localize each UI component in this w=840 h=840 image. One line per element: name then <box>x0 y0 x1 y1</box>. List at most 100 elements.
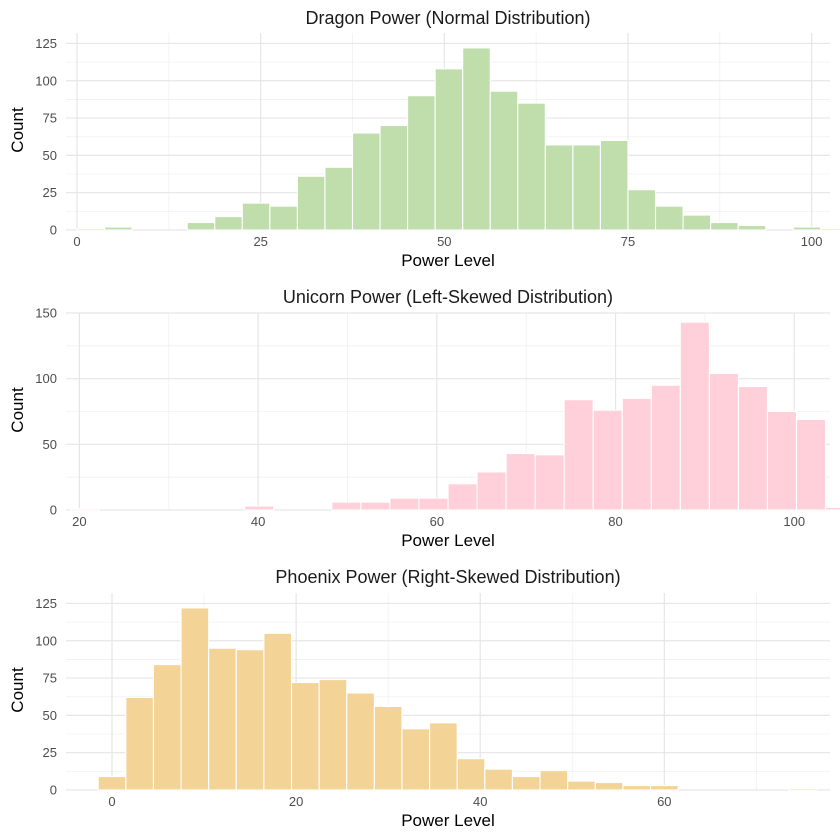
dragon-bar <box>214 216 243 231</box>
unicorn-y-ticks: 0 50 100 150 <box>35 306 57 518</box>
dragon-bar <box>434 68 464 231</box>
y-tick-label: 50 <box>43 708 57 723</box>
phoenix-y-axis-label: Count <box>8 667 27 713</box>
dragon-bar <box>241 202 271 231</box>
y-tick-label: 0 <box>50 783 57 798</box>
phoenix-bar <box>788 787 817 791</box>
phoenix-bar <box>346 692 375 791</box>
x-tick-label: 60 <box>430 514 444 529</box>
unicorn-bar <box>824 506 840 511</box>
y-tick-label: 150 <box>35 306 57 321</box>
unicorn-bar <box>476 471 507 511</box>
y-tick-label: 25 <box>43 745 57 760</box>
x-tick-label: 100 <box>801 234 823 249</box>
dragon-bar <box>76 227 106 231</box>
phoenix-bar <box>373 705 403 791</box>
y-tick-label: 125 <box>35 596 57 611</box>
y-tick-label: 50 <box>43 148 57 163</box>
phoenix-title: Phoenix Power (Right-Skewed Distribution… <box>275 567 620 587</box>
dragon-bars <box>76 47 840 231</box>
dragon-bar <box>599 139 629 231</box>
y-tick-label: 0 <box>50 503 57 518</box>
unicorn-bar <box>505 452 536 511</box>
dragon-bar <box>792 226 822 231</box>
dragon-y-ticks: 0 25 50 75 100 125 <box>35 36 57 238</box>
unicorn-bar <box>621 397 652 511</box>
y-tick-label: 75 <box>43 111 57 126</box>
x-tick-label: 100 <box>783 514 805 529</box>
phoenix-x-ticks: 0 20 40 60 <box>108 794 671 809</box>
unicorn-bar <box>679 321 710 511</box>
unicorn-bar <box>418 497 449 511</box>
dragon-bar <box>572 144 601 231</box>
unicorn-bar <box>766 410 798 511</box>
dragon-bar <box>682 214 712 231</box>
unicorn-x-axis-label: Power Level <box>401 531 495 550</box>
phoenix-bar <box>152 664 182 791</box>
y-tick-label: 100 <box>35 73 57 88</box>
x-tick-label: 75 <box>621 234 635 249</box>
phoenix-bar <box>539 770 569 791</box>
dragon-bar <box>269 205 298 231</box>
unicorn-bar <box>244 505 275 511</box>
phoenix-bar <box>622 784 652 791</box>
unicorn-bar <box>69 508 101 511</box>
dragon-bar <box>324 166 354 231</box>
unicorn-bar <box>737 385 769 511</box>
dragon-bar <box>379 124 409 231</box>
x-tick-label: 60 <box>657 794 671 809</box>
phoenix-panel: Phoenix Power (Right-Skewed Distribution… <box>8 567 830 830</box>
phoenix-bar <box>429 722 458 791</box>
unicorn-x-ticks: 20 40 60 80 100 <box>72 514 805 529</box>
phoenix-bar <box>290 681 320 791</box>
phoenix-bar <box>567 780 596 791</box>
y-tick-label: 125 <box>35 36 57 51</box>
phoenix-bar <box>456 758 486 791</box>
dragon-bar <box>820 227 840 231</box>
unicorn-bar <box>650 384 681 511</box>
unicorn-bar <box>331 501 362 511</box>
unicorn-bar <box>389 497 420 511</box>
phoenix-bar <box>649 784 679 791</box>
x-tick-label: 50 <box>437 234 451 249</box>
unicorn-bars <box>69 321 840 511</box>
dragon-bar <box>296 175 326 231</box>
phoenix-bar <box>97 776 127 791</box>
unicorn-y-axis-label: Count <box>8 387 27 433</box>
unicorn-bar <box>795 418 827 511</box>
y-tick-label: 0 <box>50 223 57 238</box>
dragon-bar <box>544 144 574 231</box>
x-tick-label: 20 <box>289 794 303 809</box>
phoenix-x-axis-label: Power Level <box>401 811 495 830</box>
x-tick-label: 20 <box>72 514 86 529</box>
y-tick-label: 75 <box>43 671 57 686</box>
y-tick-label: 25 <box>43 185 57 200</box>
phoenix-bar <box>263 632 293 791</box>
unicorn-bar <box>534 454 565 511</box>
x-tick-label: 0 <box>73 234 80 249</box>
phoenix-bar <box>318 679 348 791</box>
phoenix-bar <box>511 776 541 791</box>
y-tick-label: 100 <box>35 633 57 648</box>
phoenix-bar <box>594 781 624 791</box>
dragon-bar <box>351 132 381 231</box>
phoenix-bar <box>208 647 237 791</box>
dragon-bar <box>627 189 657 231</box>
dragon-bar <box>654 205 684 231</box>
dragon-bar <box>737 224 767 231</box>
x-tick-label: 80 <box>608 514 622 529</box>
dragon-title: Dragon Power (Normal Distribution) <box>305 8 590 28</box>
unicorn-panel: Unicorn Power (Left-Skewed Distribution)… <box>8 287 840 550</box>
phoenix-grid <box>66 593 830 791</box>
y-tick-label: 100 <box>35 371 57 386</box>
phoenix-bar <box>484 768 513 791</box>
unicorn-title: Unicorn Power (Left-Skewed Distribution) <box>283 287 613 307</box>
dragon-bar <box>186 221 216 231</box>
unicorn-bar <box>592 409 623 511</box>
dragon-bar <box>710 221 739 231</box>
y-tick-label: 50 <box>43 437 57 452</box>
phoenix-y-ticks: 0 25 50 75 100 125 <box>35 596 57 798</box>
unicorn-bar <box>360 501 391 511</box>
phoenix-bar <box>401 728 431 791</box>
